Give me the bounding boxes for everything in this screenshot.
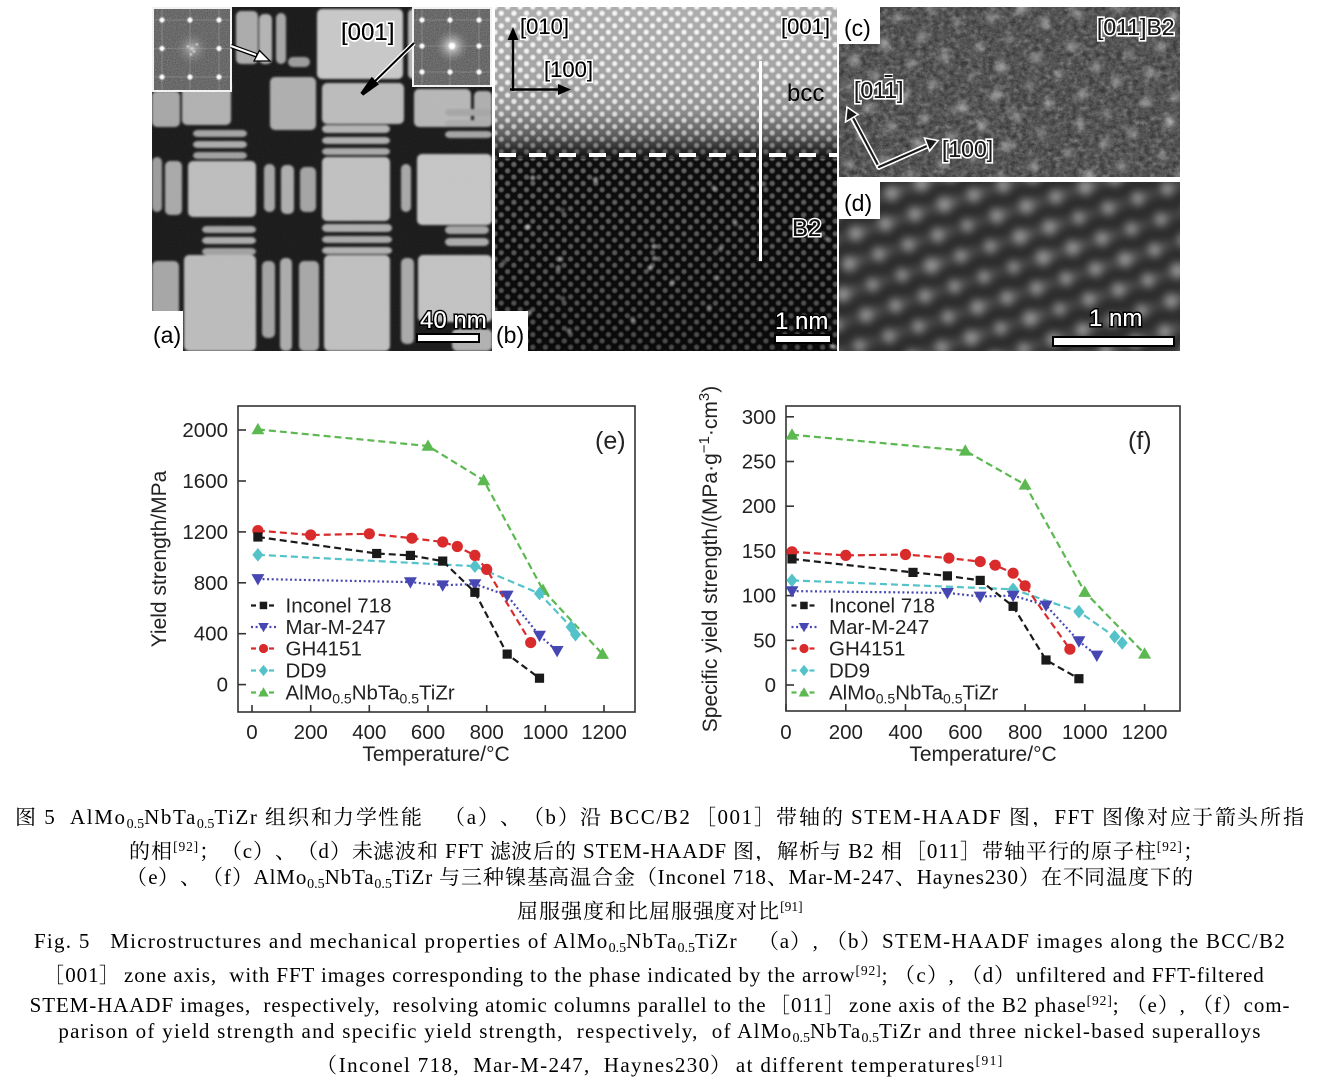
svg-text:(b): (b) xyxy=(496,322,524,348)
svg-text:B2: B2 xyxy=(792,215,821,242)
svg-text:[001]: [001] xyxy=(781,14,830,39)
svg-text:GH4151: GH4151 xyxy=(286,638,362,661)
svg-text:Mar-M-247: Mar-M-247 xyxy=(829,616,929,639)
svg-text:0: 0 xyxy=(246,721,257,744)
svg-text:1 nm: 1 nm xyxy=(1089,305,1142,332)
svg-text:[011]B2: [011]B2 xyxy=(1097,14,1175,40)
svg-text:DD9: DD9 xyxy=(829,660,870,683)
svg-text:300: 300 xyxy=(742,406,776,429)
svg-text:AlMo0.5NbTa0.5TiZr: AlMo0.5NbTa0.5TiZr xyxy=(286,682,455,707)
svg-text:Yield strength/MPa: Yield strength/MPa xyxy=(148,470,171,647)
svg-text:[100]: [100] xyxy=(544,57,593,82)
svg-text:bcc: bcc xyxy=(787,80,824,107)
svg-text:(a): (a) xyxy=(153,322,181,348)
svg-text:(f): (f) xyxy=(1128,427,1152,455)
svg-text:800: 800 xyxy=(1008,721,1042,744)
svg-text:[001]: [001] xyxy=(781,14,830,39)
svg-text:Temperature/°C: Temperature/°C xyxy=(362,743,509,766)
svg-text:B2: B2 xyxy=(792,215,821,242)
svg-text:0: 0 xyxy=(217,674,228,697)
svg-text:600: 600 xyxy=(411,721,445,744)
svg-text:1 nm: 1 nm xyxy=(1089,305,1142,332)
svg-text:[100]: [100] xyxy=(942,136,993,162)
svg-text:0: 0 xyxy=(765,674,776,697)
svg-text:800: 800 xyxy=(470,721,504,744)
svg-text:DD9: DD9 xyxy=(286,660,327,683)
svg-text:GH4151: GH4151 xyxy=(829,638,905,661)
svg-text:200: 200 xyxy=(742,495,776,518)
svg-text:1000: 1000 xyxy=(1062,721,1108,744)
svg-text:AlMo0.5NbTa0.5TiZr: AlMo0.5NbTa0.5TiZr xyxy=(829,682,998,707)
svg-text:400: 400 xyxy=(888,721,922,744)
svg-text:(c): (c) xyxy=(844,15,871,41)
svg-text:150: 150 xyxy=(742,540,776,563)
svg-text:[011]: [011] xyxy=(854,77,903,103)
svg-text:Mar-M-247: Mar-M-247 xyxy=(286,616,386,639)
svg-text:40 nm: 40 nm xyxy=(420,307,487,334)
svg-text:1600: 1600 xyxy=(182,470,228,493)
svg-text:100: 100 xyxy=(742,585,776,608)
svg-text:800: 800 xyxy=(194,572,228,595)
svg-text:[011]B2: [011]B2 xyxy=(1097,14,1175,40)
svg-text:(d): (d) xyxy=(844,190,872,216)
svg-text:[011]: [011] xyxy=(854,77,903,103)
svg-text:Inconel 718: Inconel 718 xyxy=(829,595,935,618)
svg-text:1 nm: 1 nm xyxy=(775,308,828,335)
svg-text:0: 0 xyxy=(780,721,791,744)
svg-text:[100]: [100] xyxy=(544,57,593,82)
svg-text:[010]: [010] xyxy=(520,14,569,39)
svg-text:2000: 2000 xyxy=(182,419,228,442)
svg-text:Temperature/°C: Temperature/°C xyxy=(909,743,1056,766)
svg-text:[001]: [001] xyxy=(341,19,394,46)
svg-text:600: 600 xyxy=(948,721,982,744)
svg-text:250: 250 xyxy=(742,451,776,474)
svg-text:1200: 1200 xyxy=(1122,721,1168,744)
svg-text:400: 400 xyxy=(194,623,228,646)
svg-text:1200: 1200 xyxy=(182,521,228,544)
svg-text:200: 200 xyxy=(829,721,863,744)
svg-text:[001]: [001] xyxy=(341,19,394,46)
svg-text:Specific yield strength/(MPa·g: Specific yield strength/(MPa·g−1·cm3) xyxy=(696,386,722,732)
svg-text:(e): (e) xyxy=(595,427,626,455)
svg-text:1 nm: 1 nm xyxy=(775,308,828,335)
svg-text:1000: 1000 xyxy=(522,721,568,744)
svg-text:[010]: [010] xyxy=(520,14,569,39)
svg-text:200: 200 xyxy=(294,721,328,744)
svg-text:[100]: [100] xyxy=(942,136,993,162)
svg-text:1200: 1200 xyxy=(581,721,627,744)
svg-text:400: 400 xyxy=(352,721,386,744)
svg-text:Inconel 718: Inconel 718 xyxy=(286,595,392,618)
svg-text:50: 50 xyxy=(753,629,776,652)
svg-text:40 nm: 40 nm xyxy=(420,307,487,334)
